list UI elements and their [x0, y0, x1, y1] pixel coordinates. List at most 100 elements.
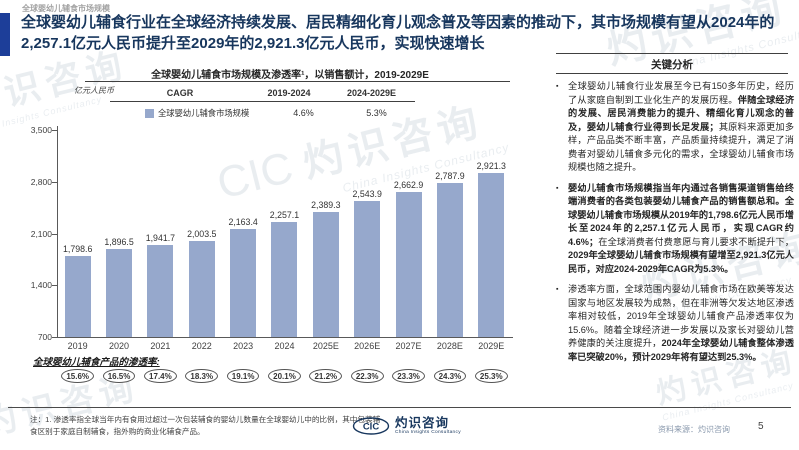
source-attribution: 资料来源：灼识咨询	[658, 425, 730, 434]
bar-2026E	[354, 200, 381, 337]
bar-value-label: 2,921.3	[476, 160, 506, 171]
penetration-rate-badge: 23.3%	[392, 369, 425, 383]
analysis-bullet: ▪ 婴幼儿辅食市场规模指当年内通过各销售渠道销售给终端消费者的各类包装婴幼儿辅食产…	[556, 182, 794, 277]
penetration-rate-badge: 18.3%	[185, 369, 219, 383]
bar-slot: 1,896.5	[98, 236, 139, 337]
cagr-value-2024-2029e: 5.3%	[366, 108, 387, 118]
chart-title: 全球婴幼儿辅食市场规模及渗透率¹，以销售额计，2019-2029E	[151, 70, 429, 81]
bullet-text: 全球婴幼儿辅食行业发展至今已有150多年历史，经历了从家庭自制到工业化生产的发展…	[568, 81, 795, 172]
bullet-marker-icon: ▪	[556, 83, 559, 90]
bar-2019	[64, 255, 91, 337]
penetration-cell: 16.5%	[98, 369, 139, 383]
penetration-rate-badge: 19.1%	[226, 369, 260, 383]
cagr-col-2024-2029e: 2024-2029E	[346, 88, 397, 98]
x-axis-label: 2025E	[312, 341, 339, 351]
x-axis-label: 2019	[67, 341, 88, 351]
bar-value-label: 1,896.5	[104, 236, 134, 247]
y-axis-line	[57, 126, 58, 337]
x-axis-label: 2023	[233, 341, 254, 351]
analysis-panel-top-divider	[556, 53, 788, 54]
cic-logo-name: 灼识咨询	[395, 416, 450, 430]
bar-2028E	[436, 182, 463, 337]
bar-value-label: 2,003.5	[187, 228, 217, 239]
penetration-cell: 15.6%	[57, 369, 98, 383]
x-axis-label: 2029E	[478, 341, 505, 351]
penetration-rate-badge: 20.1%	[268, 369, 301, 383]
cagr-table: CAGR 2019-2024 2024-2029E 全球婴幼儿辅食市场规模 4.…	[110, 88, 415, 119]
y-axis-tick-label: 3,500	[30, 125, 52, 135]
slide-title: 全球婴幼儿辅食行业在全球经济持续发展、居民精细化育儿观念普及等因素的推动下，其市…	[21, 14, 775, 52]
bullet-text: 渗透率方面，全球范围内婴幼儿辅食市场在欧美等发达国家与地区发展较为成熟，但在非洲…	[568, 284, 794, 362]
y-axis-tick-mark	[52, 337, 57, 338]
cagr-col-2019-2024: 2019-2024	[267, 88, 311, 98]
cagr-value-2019-2024: 4.6%	[293, 108, 314, 118]
x-axis-label: 2026E	[354, 341, 381, 351]
x-axis-label: 2024	[274, 341, 295, 351]
penetration-cell: 20.1%	[264, 369, 305, 383]
cic-logo: CIC 灼识咨询 China Insights Consultancy	[352, 416, 461, 436]
analysis-bullet-list: ▪ 全球婴幼儿辅食行业发展至今已有150多年历史，经历了从家庭自制到工业化生产的发…	[556, 80, 794, 371]
penetration-cell: 25.3%	[471, 369, 512, 383]
bar-slot: 2,003.5	[181, 229, 222, 337]
footer-divider	[8, 407, 791, 408]
chart-title-divider	[85, 81, 510, 82]
svg-text:CIC: CIC	[363, 422, 380, 433]
penetration-cell: 24.3%	[429, 369, 470, 383]
y-axis-tick-label: 700	[37, 332, 52, 342]
x-axis-label: 2022	[191, 341, 212, 351]
bar-slot: 2,389.3	[305, 200, 346, 337]
penetration-cell: 21.2%	[305, 369, 346, 383]
cagr-table-body-row: 全球婴幼儿辅食市场规模 4.6% 5.3%	[110, 102, 415, 119]
x-axis-label: 2027E	[395, 341, 422, 351]
y-axis-unit-label: 亿元人民币	[74, 86, 114, 95]
bar-slot: 2,787.9	[429, 171, 470, 337]
bar-2022	[188, 240, 215, 337]
cic-logo-ellipse-icon: CIC	[352, 417, 390, 435]
bar-2027E	[395, 191, 422, 337]
penetration-rate-badge: 25.3%	[474, 369, 508, 383]
penetration-cell: 22.3%	[347, 369, 388, 383]
penetration-cell: 18.3%	[181, 369, 222, 383]
bar-value-label: 2,389.3	[311, 200, 341, 211]
slide-section-label: 全球婴幼儿辅食市场规模	[22, 4, 110, 13]
x-axis-label: 2028E	[436, 341, 463, 351]
bullet-marker-icon: ▪	[556, 184, 559, 192]
y-axis-tick-mark	[52, 285, 57, 287]
penetration-rate-label: 全球婴幼儿辅食产品的渗透率:	[33, 357, 160, 368]
title-accent-bar	[0, 13, 10, 56]
penetration-rate-badge: 24.3%	[433, 369, 467, 383]
penetration-cell: 19.1%	[222, 369, 263, 383]
bullet-marker-icon: ▪	[556, 286, 559, 293]
penetration-cell: 17.4%	[140, 369, 181, 383]
cic-logo-subtitle: China Insights Consultancy	[395, 430, 461, 435]
bar-series: 1,798.6 1,896.5 1,941.7 2,003.5 2,163.4 2,257…	[57, 0, 512, 337]
analysis-bullet: ▪ 渗透率方面，全球范围内婴幼儿辅食市场在欧美等发达国家与地区发展较为成熟，但在非…	[556, 283, 794, 364]
bar-slot: 1,941.7	[140, 233, 181, 337]
bar-slot: 2,257.1	[264, 210, 305, 337]
y-axis-tick-mark	[52, 130, 57, 131]
footnote: 注：1. 渗透率指全球当年内有食用过超过一次包装辅食的婴幼儿数量在全球婴幼儿中的…	[30, 415, 381, 436]
y-axis-tick-label: 2,100	[30, 228, 52, 239]
legend-label: 全球婴幼儿辅食市场规模	[158, 108, 250, 118]
bar-slot: 1,798.6	[57, 244, 98, 337]
bullet-text: 婴幼儿辅食市场规模指当年内通过各销售渠道销售给终端消费者的各类包装婴幼儿辅食产品…	[568, 182, 794, 274]
bar-value-label: 2,163.4	[228, 216, 258, 227]
x-axis-label: 2020	[109, 341, 130, 351]
x-axis-line	[57, 337, 513, 338]
cagr-header: CAGR	[166, 88, 194, 98]
penetration-rate-badge: 15.6%	[61, 369, 95, 383]
bar-slot: 2,543.9	[347, 189, 388, 337]
y-axis-tick-label: 2,800	[30, 176, 52, 187]
bar-2020	[106, 248, 133, 337]
penetration-rate-badge: 17.4%	[144, 369, 177, 383]
chart-legend: 全球婴幼儿辅食市场规模	[110, 107, 269, 119]
legend-swatch	[145, 108, 154, 118]
bar-slot: 2,662.9	[388, 180, 429, 337]
bar-2024	[271, 221, 298, 337]
bar-value-label: 1,798.6	[63, 243, 93, 254]
x-axis-label: 2021	[150, 341, 171, 351]
y-axis-tick-mark	[52, 181, 57, 183]
bar-value-label: 2,787.9	[435, 170, 465, 181]
bar-2029E	[478, 172, 505, 337]
